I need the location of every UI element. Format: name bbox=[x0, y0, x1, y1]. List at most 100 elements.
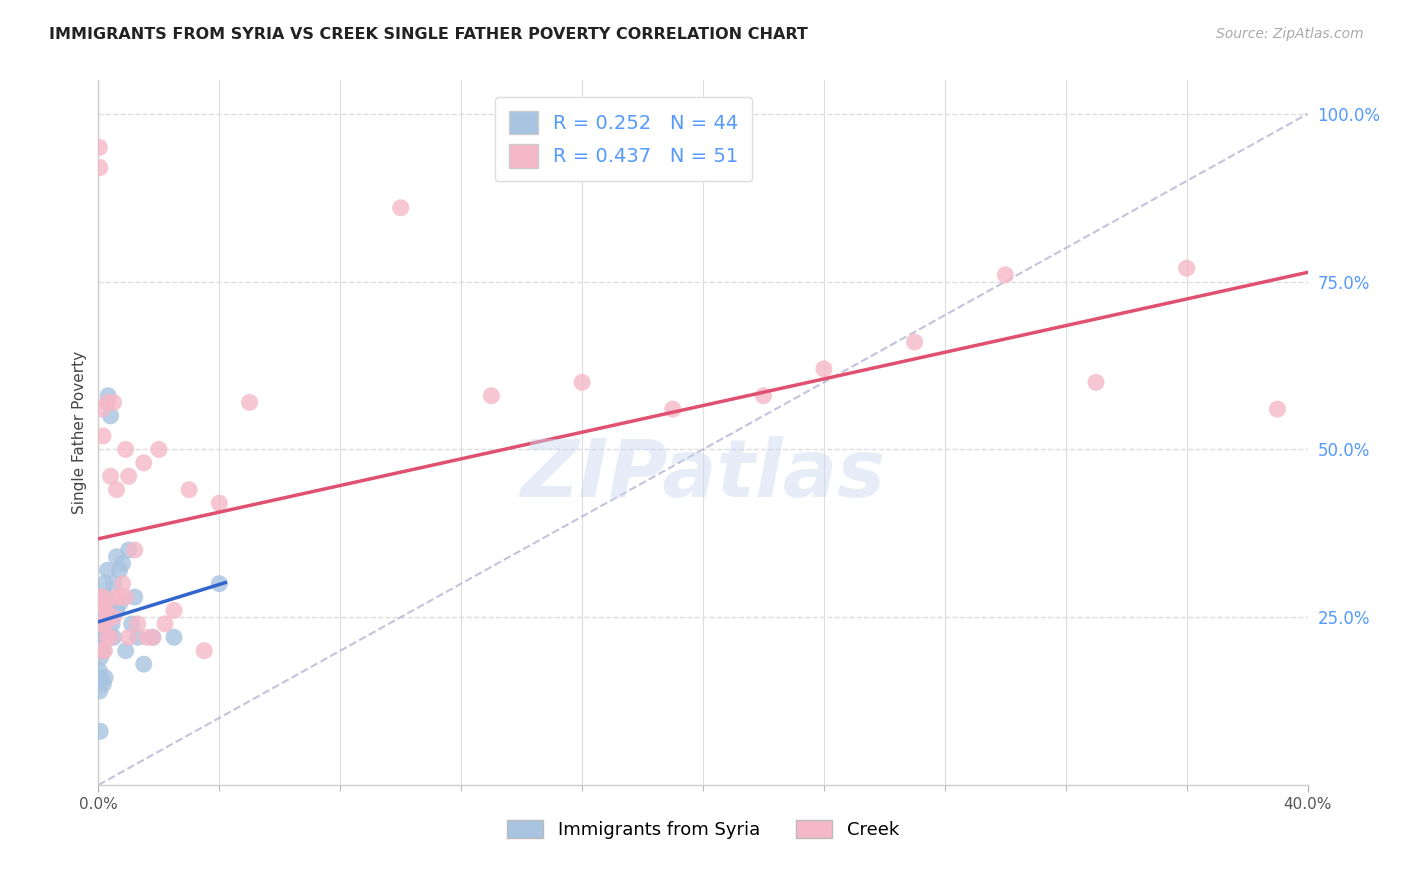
Point bbox=[94, 630, 117, 644]
Point bbox=[90, 597, 112, 611]
Point bbox=[108, 563, 131, 577]
Point bbox=[90, 630, 112, 644]
Point bbox=[103, 576, 125, 591]
Point bbox=[105, 603, 128, 617]
Point bbox=[91, 677, 114, 691]
Point bbox=[90, 610, 112, 624]
Point bbox=[93, 644, 115, 658]
Point bbox=[103, 610, 125, 624]
Point bbox=[105, 549, 128, 564]
Point bbox=[91, 429, 114, 443]
Text: IMMIGRANTS FROM SYRIA VS CREEK SINGLE FATHER POVERTY CORRELATION CHART: IMMIGRANTS FROM SYRIA VS CREEK SINGLE FA… bbox=[49, 27, 808, 42]
Y-axis label: Single Father Poverty: Single Father Poverty bbox=[72, 351, 87, 514]
Point bbox=[91, 590, 114, 604]
Point bbox=[103, 395, 125, 409]
Point bbox=[96, 563, 118, 577]
Point bbox=[103, 630, 125, 644]
Point bbox=[89, 140, 111, 154]
Point bbox=[94, 671, 117, 685]
Point bbox=[89, 161, 111, 175]
Point bbox=[135, 630, 157, 644]
Point bbox=[89, 644, 111, 658]
Point bbox=[752, 389, 775, 403]
Point bbox=[94, 590, 117, 604]
Point bbox=[96, 630, 118, 644]
Text: ZIPatlas: ZIPatlas bbox=[520, 436, 886, 514]
Point bbox=[94, 603, 117, 617]
Point bbox=[114, 590, 136, 604]
Point bbox=[105, 483, 128, 497]
Point bbox=[179, 483, 201, 497]
Point bbox=[100, 630, 122, 644]
Point bbox=[132, 657, 155, 672]
Point bbox=[89, 630, 111, 644]
Legend: Immigrants from Syria, Creek: Immigrants from Syria, Creek bbox=[501, 813, 905, 847]
Point bbox=[124, 590, 146, 604]
Point bbox=[142, 630, 165, 644]
Point bbox=[96, 395, 118, 409]
Point bbox=[90, 644, 112, 658]
Point bbox=[904, 334, 927, 349]
Point bbox=[100, 630, 122, 644]
Point bbox=[1175, 261, 1198, 276]
Point bbox=[1085, 376, 1108, 390]
Point bbox=[127, 616, 149, 631]
Point bbox=[93, 597, 115, 611]
Point bbox=[93, 576, 115, 591]
Point bbox=[571, 376, 593, 390]
Point bbox=[91, 644, 114, 658]
Point bbox=[111, 576, 134, 591]
Point bbox=[118, 630, 141, 644]
Point bbox=[994, 268, 1017, 282]
Point bbox=[118, 543, 141, 558]
Point bbox=[389, 201, 412, 215]
Point bbox=[208, 576, 231, 591]
Point bbox=[481, 389, 503, 403]
Point bbox=[1267, 402, 1289, 417]
Point bbox=[661, 402, 683, 417]
Point bbox=[142, 630, 165, 644]
Point bbox=[89, 724, 111, 739]
Point bbox=[91, 597, 114, 611]
Point bbox=[111, 557, 134, 571]
Point bbox=[132, 456, 155, 470]
Point bbox=[89, 684, 111, 698]
Point bbox=[118, 469, 141, 483]
Point bbox=[239, 395, 262, 409]
Point bbox=[100, 469, 122, 483]
Point bbox=[101, 616, 124, 631]
Point bbox=[91, 590, 114, 604]
Point bbox=[163, 603, 186, 617]
Point bbox=[93, 603, 115, 617]
Point bbox=[90, 630, 112, 644]
Point bbox=[90, 650, 112, 665]
Point bbox=[114, 644, 136, 658]
Point bbox=[90, 590, 112, 604]
Point bbox=[105, 590, 128, 604]
Point bbox=[163, 630, 186, 644]
Point bbox=[193, 644, 215, 658]
Point bbox=[91, 644, 114, 658]
Point bbox=[90, 671, 112, 685]
Point bbox=[96, 610, 118, 624]
Point bbox=[124, 543, 146, 558]
Point bbox=[96, 610, 118, 624]
Point bbox=[93, 616, 115, 631]
Point bbox=[108, 597, 131, 611]
Point bbox=[97, 389, 120, 403]
Point bbox=[100, 409, 122, 423]
Point bbox=[114, 442, 136, 457]
Text: Source: ZipAtlas.com: Source: ZipAtlas.com bbox=[1216, 27, 1364, 41]
Point bbox=[813, 362, 835, 376]
Point bbox=[91, 402, 114, 417]
Point bbox=[91, 616, 114, 631]
Point bbox=[89, 664, 111, 678]
Point bbox=[93, 630, 115, 644]
Point bbox=[208, 496, 231, 510]
Point bbox=[148, 442, 170, 457]
Point bbox=[121, 616, 143, 631]
Point bbox=[90, 616, 112, 631]
Point bbox=[127, 630, 149, 644]
Point bbox=[108, 590, 131, 604]
Point bbox=[153, 616, 176, 631]
